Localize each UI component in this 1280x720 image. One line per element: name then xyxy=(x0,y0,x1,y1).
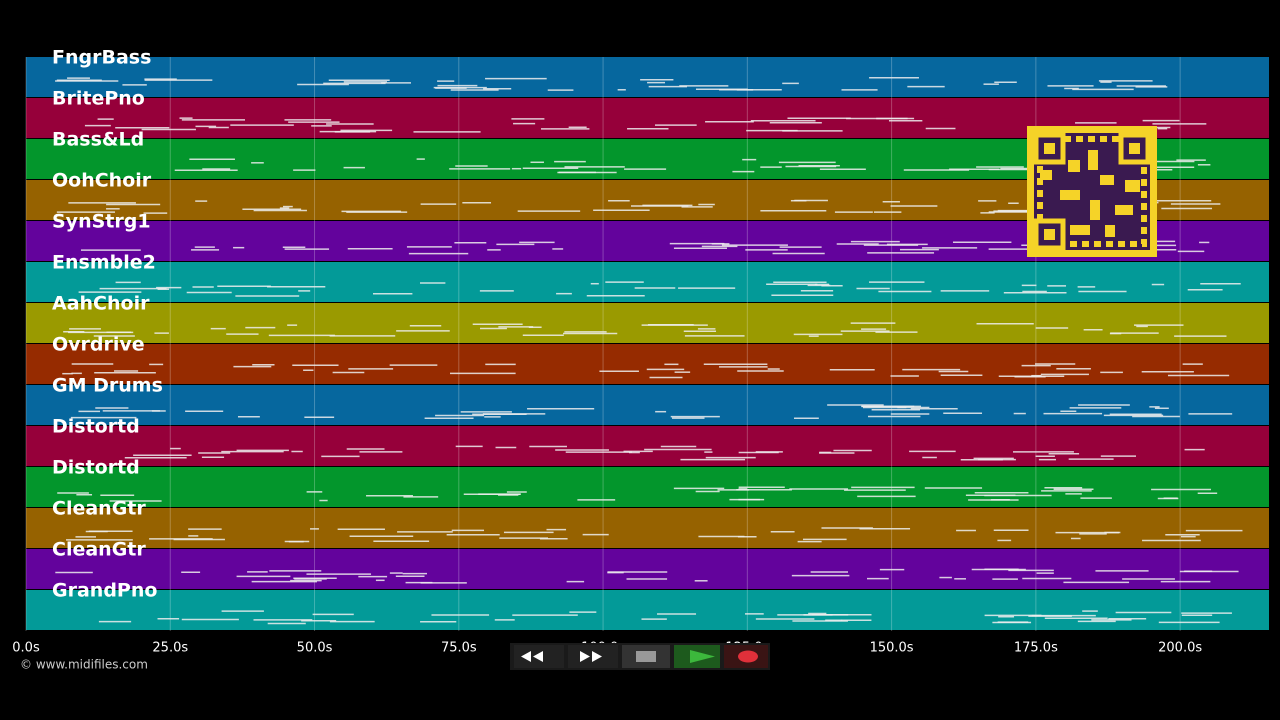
transport-controls xyxy=(510,643,770,670)
fast-forward-button[interactable] xyxy=(568,645,618,668)
record-button[interactable] xyxy=(724,645,768,668)
tick-label: 25.0s xyxy=(152,641,188,656)
track-label: BritePno xyxy=(52,88,145,110)
notes xyxy=(55,77,1243,625)
track-labels: FngrBass BritePno Bass&Ld OohChoir SynStrg1 E… xyxy=(52,47,163,602)
qr-code xyxy=(1027,126,1157,257)
track-label: GrandPno xyxy=(52,580,157,602)
track-row xyxy=(26,262,1269,302)
track-row xyxy=(26,549,1269,589)
track-row xyxy=(26,344,1269,384)
track-label: OohChoir xyxy=(52,170,152,192)
track-label: FngrBass xyxy=(52,47,151,69)
track-label: Ensmble2 xyxy=(52,252,156,274)
tick-label: 200.0s xyxy=(1158,641,1202,656)
track-row xyxy=(26,385,1269,425)
track-row xyxy=(26,303,1269,343)
track-label: Distortd xyxy=(52,416,140,438)
tick-label: 150.0s xyxy=(870,641,914,656)
track-label: CleanGtr xyxy=(52,498,146,520)
track-label: AahChoir xyxy=(52,293,150,315)
track-label: Distortd xyxy=(52,457,140,479)
track-row xyxy=(26,426,1269,466)
credit: © www.midifiles.com xyxy=(20,658,148,672)
track-label: Ovrdrive xyxy=(52,334,145,356)
track-label: SynStrg1 xyxy=(52,211,151,233)
stop-button[interactable] xyxy=(622,645,670,668)
tick-label: 50.0s xyxy=(297,641,333,656)
tick-label: 175.0s xyxy=(1014,641,1058,656)
track-row xyxy=(26,508,1269,548)
track-label: CleanGtr xyxy=(52,539,146,561)
track-label: GM Drums xyxy=(52,375,163,397)
track-row xyxy=(26,467,1269,507)
play-button[interactable] xyxy=(674,645,720,668)
track-row xyxy=(26,57,1269,97)
track-label: Bass&Ld xyxy=(52,129,144,151)
tick-label: 75.0s xyxy=(441,641,477,656)
tick-label: 0.0s xyxy=(12,641,40,656)
track-row xyxy=(26,590,1269,630)
rewind-button[interactable] xyxy=(514,645,564,668)
